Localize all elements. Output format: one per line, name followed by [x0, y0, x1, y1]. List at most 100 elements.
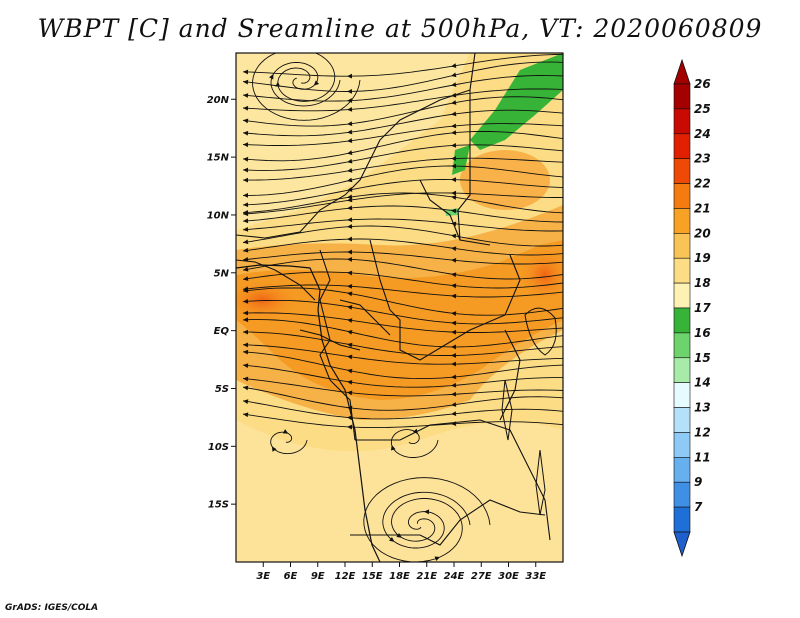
streamline-arrowhead: [243, 193, 249, 198]
streamline-arrowhead: [347, 390, 353, 396]
streamline-arrowhead: [451, 411, 457, 417]
lat-tick-label: 5S: [215, 384, 229, 395]
streamline-arrowhead: [347, 379, 353, 385]
colorbar-label: 11: [694, 450, 711, 464]
streamline-arrowhead: [451, 353, 457, 358]
streamline-arrowhead: [451, 272, 457, 278]
streamline-arrowhead: [243, 349, 249, 355]
streamline-arrowhead: [451, 177, 457, 183]
lat-tick-label: EQ: [214, 326, 230, 337]
streamline: [242, 53, 563, 77]
streamline-arrowhead: [347, 138, 353, 143]
streamline-arrowhead: [313, 80, 320, 86]
streamline-arrowhead: [451, 402, 457, 407]
colorbar-label: 14: [694, 376, 711, 390]
streamline-arrowhead: [243, 412, 249, 418]
streamline-arrowhead: [243, 130, 249, 136]
streamline-arrowhead: [451, 130, 457, 135]
streamline-arrowhead: [243, 79, 249, 85]
colorbar-swatch: [673, 208, 691, 234]
streamline-arrowhead: [451, 111, 457, 117]
streamline: [242, 344, 563, 365]
streamline-arrowhead: [243, 209, 249, 215]
streamline: [242, 413, 563, 429]
streamline-arrowhead: [389, 536, 395, 542]
streamline-arrowhead: [451, 361, 457, 367]
lon-tick-label: 27E: [471, 571, 492, 582]
streamline-arrowhead: [347, 270, 353, 276]
streamline-arrowhead: [347, 354, 353, 360]
streamline: [270, 62, 341, 107]
streamline-arrowhead: [347, 305, 353, 310]
streamline-arrowhead: [243, 93, 249, 98]
streamline: [242, 258, 563, 280]
colorbar-label: 25: [694, 102, 711, 116]
streamline: [242, 179, 563, 206]
streamline: [242, 238, 563, 256]
lon-tick-label: 24E: [444, 571, 465, 582]
colorbar-label: 13: [694, 401, 711, 415]
streamline-arrowhead: [271, 446, 277, 452]
streamline: [363, 477, 491, 562]
colorbar-swatch: [673, 108, 691, 135]
colorbar-label: 9: [694, 475, 702, 489]
lon-tick-label: 30E: [498, 571, 519, 582]
lake-victoria: [524, 307, 557, 356]
streamline-arrowhead: [347, 257, 353, 262]
streamline: [270, 431, 308, 455]
colorbar-swatch: [673, 382, 691, 408]
colorbar-label: 12: [694, 425, 711, 439]
map-panel: [236, 53, 563, 562]
streamline: [242, 287, 563, 316]
streamline-arrowhead: [243, 298, 249, 304]
streamline: [242, 351, 563, 380]
streamline: [242, 400, 563, 420]
streamline: [243, 157, 563, 181]
streamline-arrowhead: [347, 236, 353, 242]
colorbar-swatch: [673, 407, 691, 433]
colorbar-swatch: [673, 233, 691, 259]
colorbar-swatch: [673, 257, 691, 284]
colorbar-label: 15: [694, 351, 711, 365]
streamline-arrowhead: [243, 329, 249, 335]
streamline-arrowhead: [451, 63, 457, 68]
colorbar-swatch: [673, 83, 691, 110]
streamline-arrowhead: [243, 142, 249, 148]
lon-tick-label: 12E: [335, 571, 356, 582]
streamline-arrowhead: [243, 202, 249, 208]
streamline-arrowhead: [243, 105, 249, 111]
streamline-arrowhead: [423, 509, 430, 515]
streamline: [242, 123, 563, 146]
colorbar-swatch: [673, 183, 691, 209]
streamline-arrowhead: [451, 233, 457, 239]
streamline-arrowhead: [451, 320, 457, 326]
streamline-arrowhead: [243, 266, 249, 272]
streamline-arrowhead: [390, 445, 396, 451]
coastline: [236, 264, 381, 562]
colorbar-swatch: [673, 133, 691, 159]
streamline: [382, 491, 471, 549]
streamline-arrowhead: [269, 73, 274, 80]
streamline-arrowhead: [412, 428, 418, 435]
streamline: [242, 251, 563, 265]
streamline-arrowhead: [451, 123, 457, 129]
lat-tick-label: 5N: [214, 268, 230, 279]
lon-tick-label: 21E: [416, 571, 437, 582]
wbpt-hotspot-west: [236, 278, 302, 322]
wbpt-field-18-north: [236, 53, 470, 230]
wbpt-field-17-patch: [452, 145, 470, 175]
streamline: [242, 299, 563, 325]
streamline: [242, 271, 563, 289]
streamline-arrowhead: [451, 195, 457, 200]
streamline-arrowhead: [347, 217, 353, 223]
streamline-arrowhead: [347, 368, 353, 374]
streamline: [242, 205, 563, 223]
wbpt-field-20-ne: [460, 150, 550, 210]
streamline-arrowhead: [451, 391, 457, 397]
colorbar-swatch: [673, 307, 691, 334]
colorbar-top-arrow: [673, 58, 691, 85]
lon-tick-label: 33E: [525, 571, 546, 582]
colorbar-swatch: [673, 332, 691, 359]
lon-tick-label: 15E: [362, 571, 383, 582]
colorbar-label: 22: [694, 177, 711, 191]
